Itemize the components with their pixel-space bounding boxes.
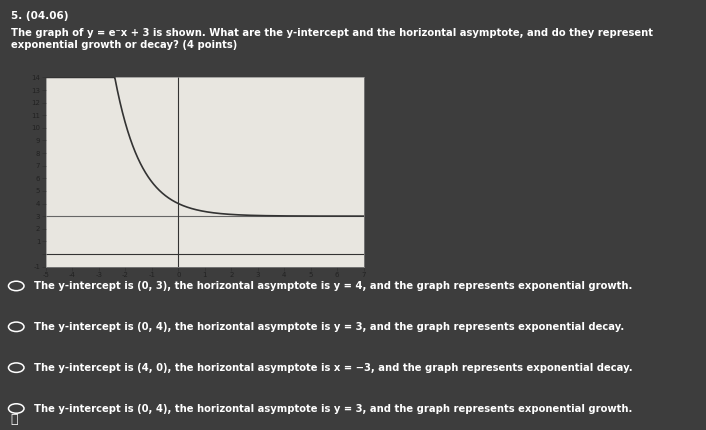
- Text: 5. (04.06): 5. (04.06): [11, 11, 68, 21]
- Text: The y-intercept is (0, 4), the horizontal asymptote is y = 3, and the graph repr: The y-intercept is (0, 4), the horizonta…: [34, 403, 633, 414]
- Text: The y-intercept is (4, 0), the horizontal asymptote is x = −3, and the graph rep: The y-intercept is (4, 0), the horizonta…: [34, 362, 633, 373]
- Text: The y-intercept is (0, 3), the horizontal asymptote is y = 4, and the graph repr: The y-intercept is (0, 3), the horizonta…: [34, 281, 633, 291]
- Text: ⓘ: ⓘ: [11, 413, 18, 426]
- Text: The graph of y = e⁻x + 3 is shown. What are the y-intercept and the horizontal a: The graph of y = e⁻x + 3 is shown. What …: [11, 28, 652, 49]
- Text: The y-intercept is (0, 4), the horizontal asymptote is y = 3, and the graph repr: The y-intercept is (0, 4), the horizonta…: [34, 322, 624, 332]
